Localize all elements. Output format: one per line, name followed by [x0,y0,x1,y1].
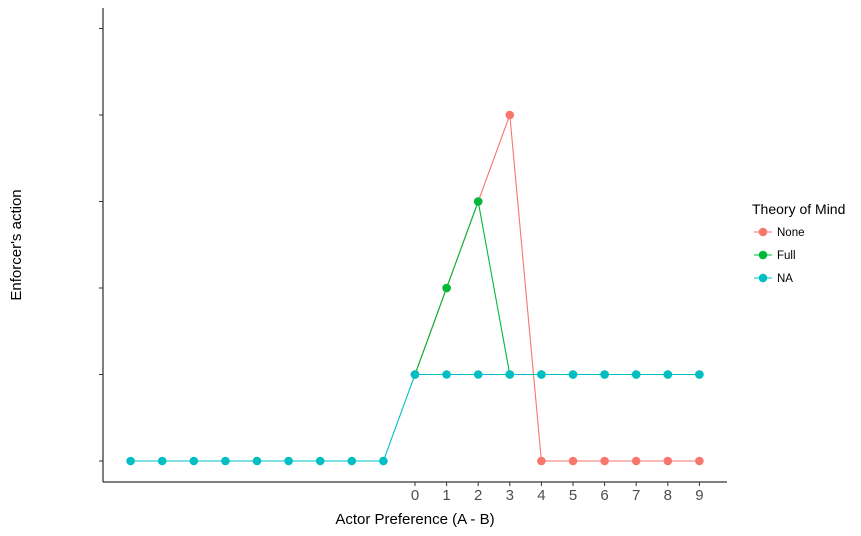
x-tick-label: 6 [600,487,608,504]
legend-key-point [758,250,768,260]
data-point-na [221,456,230,466]
legend: Theory of Mind None Full NA [752,201,845,285]
data-point-full [442,283,451,293]
x-tick-label: 1 [442,487,450,504]
x-tick-label: 2 [474,487,482,504]
data-point-na [505,370,515,379]
x-ticks: 0 1 2 3 4 5 6 7 8 9 [411,482,704,504]
data-point-na [663,370,673,379]
series-line-na [130,373,700,462]
data-point-na [695,370,704,379]
data-point-full [473,197,483,206]
data-point-none [631,456,641,466]
x-tick-label: 5 [569,487,577,504]
y-ticks [99,28,103,462]
data-point-na [252,456,262,466]
x-tick-label: 7 [632,487,640,504]
x-tick-label: 0 [411,487,419,504]
data-point-na [284,456,293,466]
data-point-none [537,456,546,466]
x-axis-title: Actor Preference (A - B) [335,511,494,528]
data-point-none [600,456,609,466]
series-line-none [414,114,700,462]
legend-label-full: Full [777,250,796,262]
data-point-na [347,456,357,466]
legend-label-none: None [777,227,805,239]
x-tick-label: 4 [537,487,545,504]
y-axis-title: Enforcer's action [8,189,25,300]
data-point-none [695,456,704,466]
data-point-na [442,370,451,379]
data-point-na [189,456,199,466]
legend-key-point [758,227,768,237]
data-point-na [631,370,641,379]
data-point-na [126,456,135,466]
x-tick-label: 8 [664,487,672,504]
data-point-na [379,456,388,466]
legend-label-na: NA [777,273,793,285]
data-point-na [315,456,325,466]
x-tick-label: 9 [695,487,703,504]
data-point-none [663,456,673,466]
data-point-na [600,370,609,379]
series-line-full [414,199,700,376]
x-tick-label: 3 [506,487,514,504]
data-point-na [410,370,420,379]
data-point-none [505,110,515,120]
data-point-na [537,370,546,379]
data-point-na [473,370,483,379]
legend-key-point [758,273,768,283]
data-point-na [568,370,578,379]
data-point-na [157,456,167,466]
legend-title: Theory of Mind [752,201,845,217]
series-layer [126,110,704,466]
data-point-none [568,456,578,466]
